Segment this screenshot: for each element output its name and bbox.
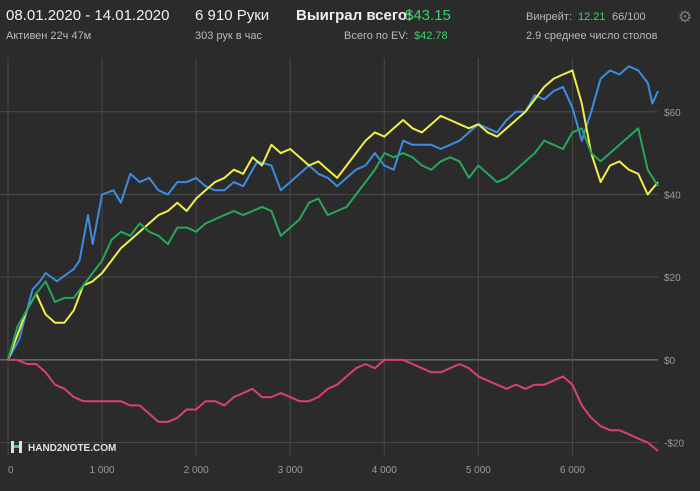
y-tick-label: $20	[664, 273, 681, 284]
grid-lines	[0, 58, 658, 455]
series-line-2	[7, 127, 659, 361]
hands-per-hour: 303 рук в час	[195, 30, 263, 42]
tables-average: 2.9 среднее число столов	[526, 30, 658, 42]
gear-icon[interactable]: ⚙	[677, 9, 693, 26]
h2n-logo-icon	[11, 441, 22, 453]
series-line-3	[8, 358, 659, 452]
ev-total-value: $42.78	[414, 30, 448, 42]
y-tick-label: $40	[664, 190, 681, 201]
brand-text: HAND2NOTE.COM	[28, 443, 116, 454]
x-tick-label: 0	[8, 465, 14, 476]
x-tick-label: 2 000	[184, 465, 209, 476]
x-tick-label: 5 000	[466, 465, 491, 476]
ev-total-label: Всего по EV:	[344, 30, 409, 42]
active-time: Активен 22ч 47м	[6, 30, 92, 42]
x-tick-label: 1 000	[90, 465, 115, 476]
winrate-unit: 66/100	[612, 11, 646, 23]
axis-labels: $60 $40 $20 $0 -$20 0 1 000 2 000 3 000 4 000 5 00…	[8, 108, 684, 476]
series-line-1	[7, 69, 659, 361]
brand-logo[interactable]: HAND2NOTE.COM	[11, 441, 116, 454]
x-tick-label: 6 000	[560, 465, 585, 476]
won-total-value: $43.15	[405, 7, 451, 24]
won-total-label: Выиграл всего:	[296, 7, 413, 24]
date-range: 08.01.2020 - 14.01.2020	[6, 7, 170, 24]
winrate-value: 12.21	[578, 11, 606, 23]
winrate-label: Винрейт:	[526, 11, 573, 23]
series-layer	[7, 65, 659, 452]
hands-count: 6 910 Руки	[195, 7, 270, 24]
y-tick-label: -$20	[664, 439, 684, 450]
x-tick-label: 3 000	[278, 465, 303, 476]
y-tick-label: $0	[664, 356, 676, 367]
x-tick-label: 4 000	[372, 465, 397, 476]
series-line-0	[7, 65, 659, 361]
y-tick-label: $60	[664, 108, 681, 119]
stats-header: 08.01.2020 - 14.01.2020 Активен 22ч 47м …	[0, 0, 700, 50]
